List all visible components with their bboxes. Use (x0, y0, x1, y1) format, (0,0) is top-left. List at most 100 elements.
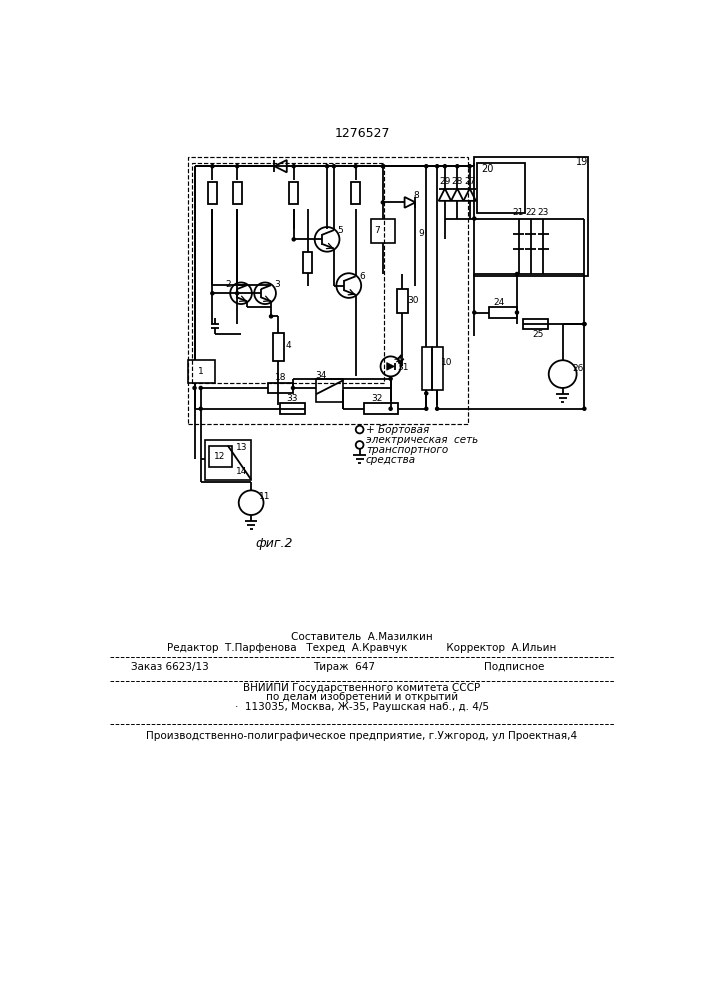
Bar (523, 319, 548, 329)
Text: 34: 34 (315, 371, 327, 380)
Text: 23: 23 (537, 208, 549, 217)
Text: 33: 33 (286, 394, 298, 403)
Text: транспортного: транспортного (366, 445, 448, 455)
Bar (477, 163, 525, 213)
Circle shape (389, 377, 392, 380)
Circle shape (211, 292, 214, 295)
Circle shape (583, 323, 586, 326)
Text: Заказ 6623/13: Заказ 6623/13 (131, 662, 209, 672)
Text: средства: средства (366, 455, 416, 465)
Bar (208, 182, 217, 204)
Text: 25: 25 (532, 330, 544, 339)
Text: 1: 1 (198, 367, 204, 376)
Bar (351, 182, 361, 204)
Circle shape (325, 165, 329, 168)
Circle shape (425, 392, 428, 395)
Text: по делам изобретений и открытий: по делам изобретений и открытий (266, 692, 458, 702)
Bar (289, 182, 298, 204)
Text: 31: 31 (397, 363, 409, 372)
Bar (489, 307, 517, 318)
Circle shape (425, 165, 428, 168)
Polygon shape (387, 363, 395, 370)
Circle shape (468, 165, 472, 168)
Circle shape (381, 165, 385, 168)
Circle shape (515, 311, 518, 314)
Text: 22: 22 (525, 208, 537, 217)
Text: 10: 10 (440, 358, 452, 367)
Text: + Бортовая: + Бортовая (366, 425, 429, 435)
Circle shape (193, 386, 196, 389)
Bar (280, 403, 305, 414)
Text: 2: 2 (226, 280, 231, 289)
Bar (273, 333, 284, 361)
Circle shape (381, 201, 385, 204)
Circle shape (269, 315, 273, 318)
Circle shape (583, 407, 586, 410)
Text: 30: 30 (407, 296, 419, 305)
Text: 7: 7 (374, 226, 380, 235)
Text: 3: 3 (274, 280, 279, 289)
Text: 11: 11 (259, 492, 271, 501)
Text: 1276527: 1276527 (334, 127, 390, 140)
Bar (233, 182, 242, 204)
Text: 32: 32 (372, 394, 383, 403)
Bar (371, 219, 395, 243)
Bar (204, 440, 251, 480)
Bar (192, 163, 385, 383)
Text: Составитель  А.Мазилкин: Составитель А.Мазилкин (291, 632, 433, 642)
Circle shape (436, 165, 438, 168)
Circle shape (515, 272, 518, 276)
Bar (316, 379, 344, 402)
Text: Производственно-полиграфическое предприятие, г.Ужгород, ул Проектная,4: Производственно-полиграфическое предприя… (146, 731, 578, 741)
Bar (364, 403, 398, 414)
Text: 27: 27 (464, 177, 475, 186)
Circle shape (292, 165, 296, 168)
Circle shape (583, 323, 586, 326)
Bar (268, 383, 293, 393)
Circle shape (235, 292, 239, 295)
Bar (474, 157, 588, 276)
Text: ВНИИПИ Государственного комитета СССР: ВНИИПИ Государственного комитета СССР (243, 683, 481, 693)
Bar (209, 446, 232, 466)
Circle shape (332, 165, 335, 168)
Bar (433, 347, 443, 389)
Circle shape (456, 165, 459, 168)
Text: 19: 19 (576, 157, 588, 167)
Text: 13: 13 (236, 443, 247, 452)
Circle shape (354, 165, 357, 168)
Bar (421, 347, 432, 389)
Circle shape (199, 407, 202, 410)
Text: 14: 14 (236, 467, 247, 476)
Text: Редактор  Т.Парфенова   Техред  А.Кравчук            Корректор  А.Ильин: Редактор Т.Парфенова Техред А.Кравчук Ко… (168, 643, 556, 653)
Text: 28: 28 (452, 177, 463, 186)
Text: 5: 5 (337, 226, 343, 235)
Circle shape (211, 165, 214, 168)
Circle shape (199, 386, 202, 389)
Text: фиг.2: фиг.2 (256, 537, 293, 550)
Bar (303, 252, 312, 273)
Circle shape (425, 407, 428, 410)
Text: 20: 20 (481, 164, 493, 174)
Text: 12: 12 (214, 452, 226, 461)
Circle shape (443, 165, 446, 168)
Text: Подписное: Подписное (484, 662, 544, 672)
Text: 6: 6 (359, 272, 365, 281)
Text: электрическая  сеть: электрическая сеть (366, 435, 478, 445)
Bar (187, 157, 468, 424)
Circle shape (436, 407, 438, 410)
Bar (397, 289, 408, 313)
Circle shape (473, 217, 476, 220)
Text: 18: 18 (275, 373, 286, 382)
Circle shape (235, 165, 239, 168)
Text: 8: 8 (414, 191, 419, 200)
Text: Тираж  647: Тираж 647 (313, 662, 375, 672)
Text: 24: 24 (493, 298, 505, 307)
Text: 9: 9 (419, 229, 424, 238)
Circle shape (292, 238, 296, 241)
Text: 29: 29 (439, 177, 450, 186)
Bar (187, 360, 215, 383)
Circle shape (291, 386, 295, 389)
Circle shape (389, 407, 392, 410)
Text: 4: 4 (286, 341, 291, 350)
Text: ·  113035, Москва, Ж-35, Раушская наб., д. 4/5: · 113035, Москва, Ж-35, Раушская наб., д… (235, 702, 489, 712)
